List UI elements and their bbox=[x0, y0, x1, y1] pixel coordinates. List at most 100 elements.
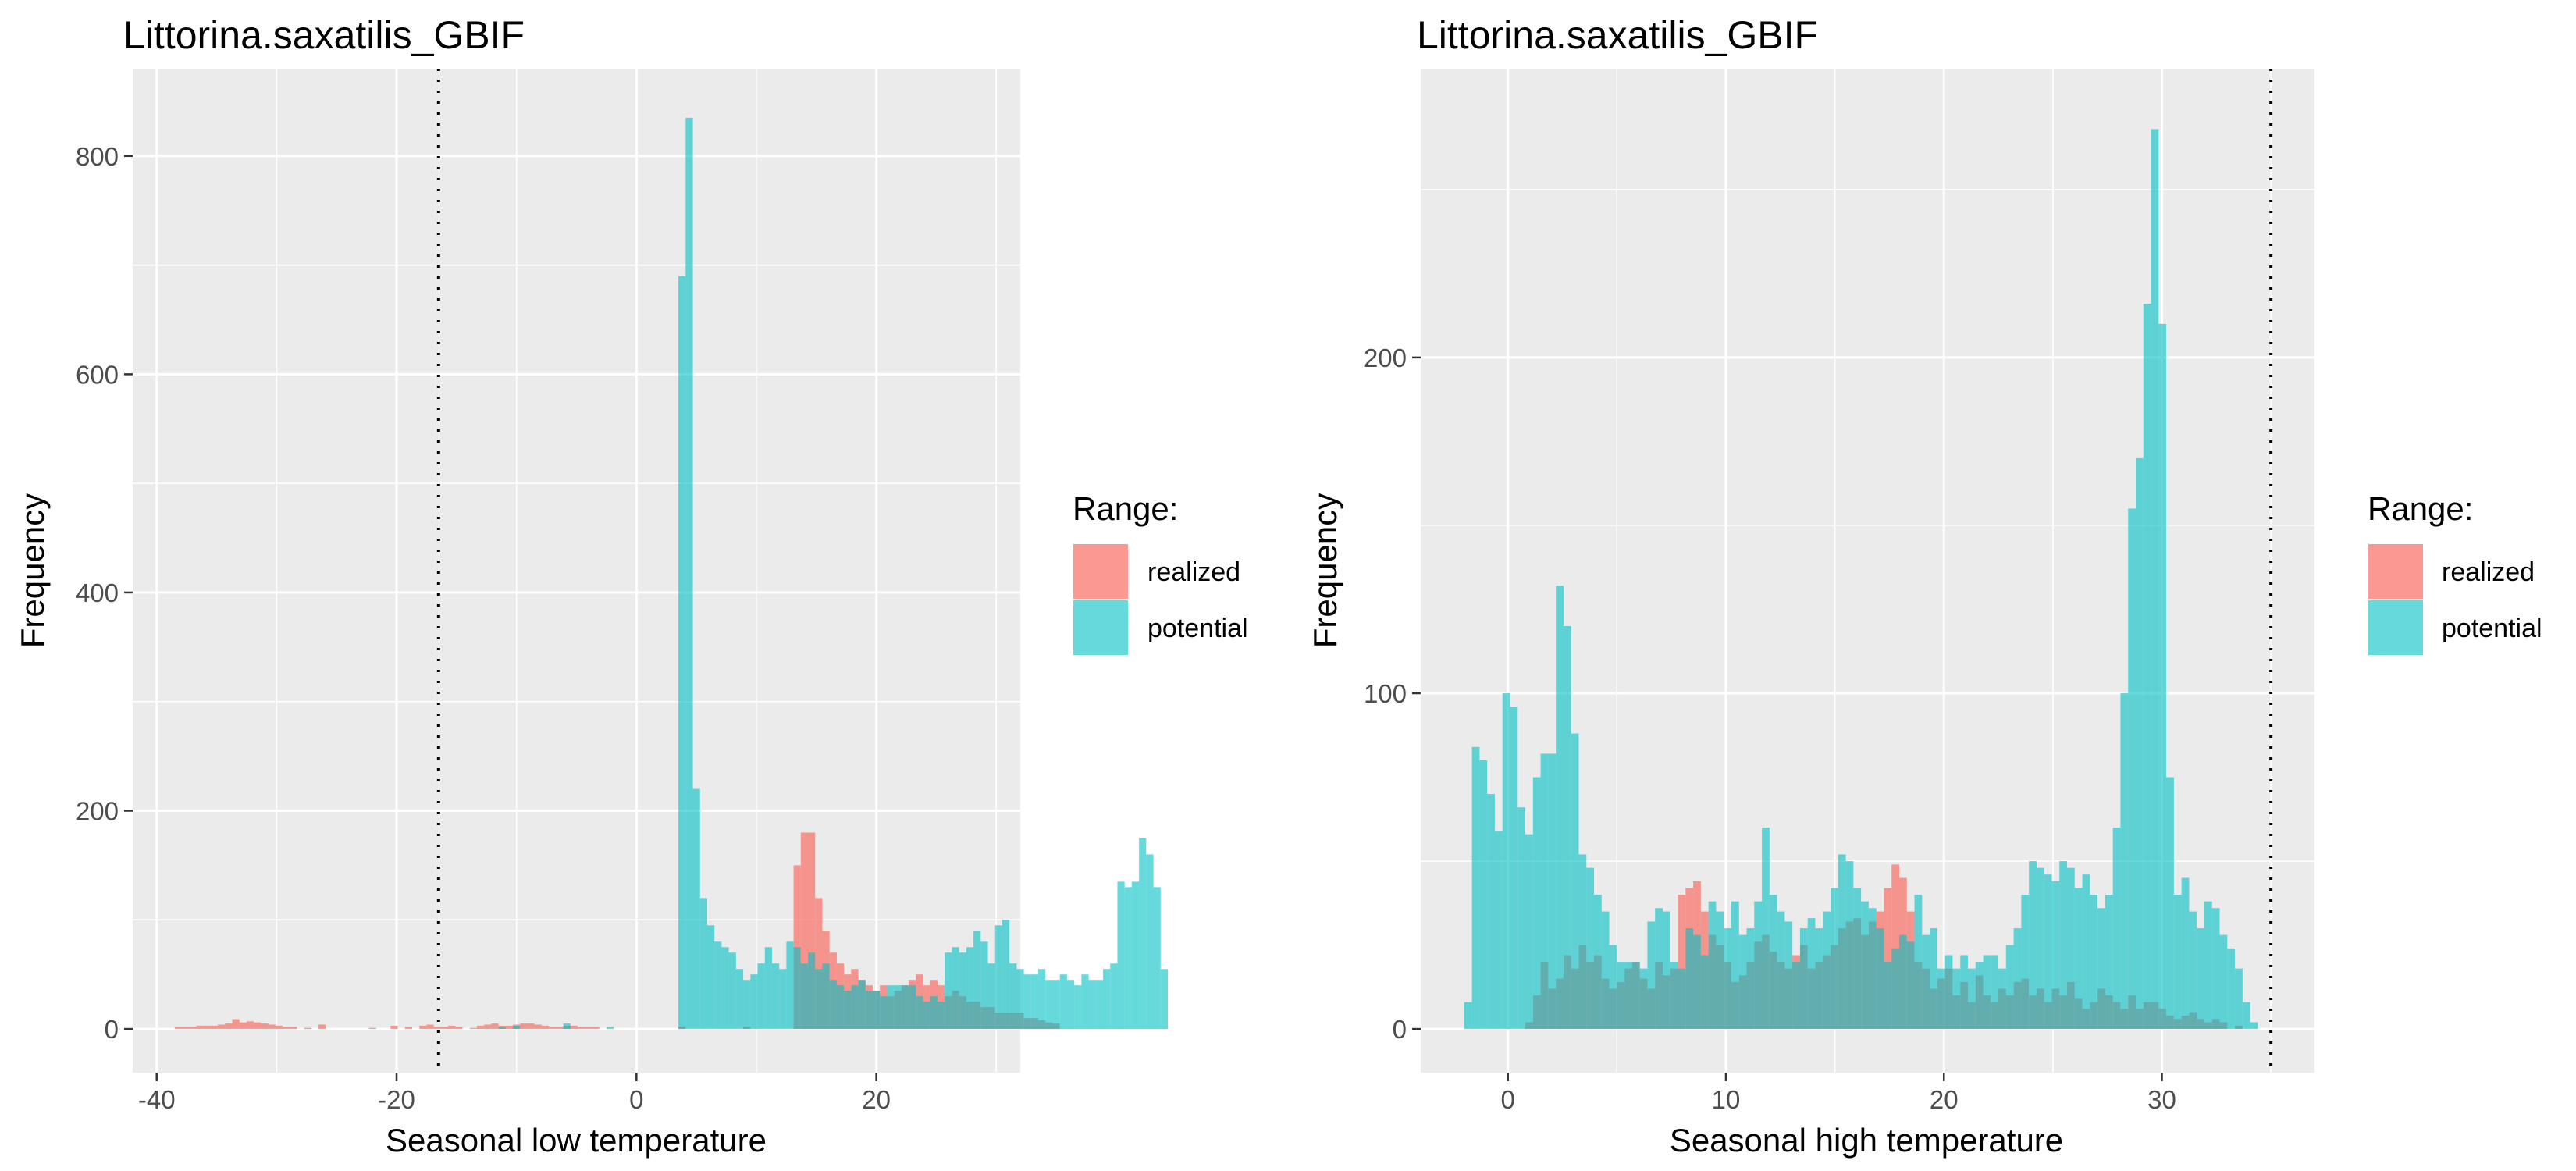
histogram-bar-potential bbox=[750, 974, 758, 1030]
histogram-bar-potential bbox=[793, 947, 801, 1030]
histogram-bar-realized bbox=[1678, 895, 1686, 1030]
histogram-bar-potential bbox=[771, 963, 780, 1030]
x-tick-label: 10 bbox=[1712, 1085, 1741, 1114]
histogram-bar-potential bbox=[1088, 980, 1096, 1030]
histogram-bar-potential bbox=[563, 1023, 571, 1030]
histogram-bar-potential bbox=[1494, 831, 1503, 1030]
histogram-bar-potential bbox=[1823, 911, 1831, 1030]
histogram-bar-realized bbox=[290, 1027, 297, 1030]
histogram-bar-potential bbox=[1124, 887, 1132, 1030]
histogram-bar-potential bbox=[2197, 928, 2204, 1030]
left-x-axis-title: Seasonal low temperature bbox=[386, 1122, 767, 1159]
histogram-bar-potential bbox=[2013, 928, 2022, 1030]
histogram-bar-potential bbox=[1861, 901, 1869, 1030]
histogram-bar-potential bbox=[1059, 974, 1067, 1030]
histogram-bar-potential bbox=[1815, 928, 1823, 1030]
histogram-bar-potential bbox=[743, 980, 751, 1030]
histogram-bar-potential bbox=[2005, 945, 2014, 1030]
histogram-bar-realized bbox=[520, 1023, 528, 1030]
histogram-bar-realized bbox=[800, 832, 809, 1030]
histogram-bar-potential bbox=[1487, 794, 1495, 1030]
y-tick-label: 200 bbox=[1364, 343, 1407, 372]
histogram-bar-realized bbox=[1884, 888, 1892, 1030]
histogram-bar-potential bbox=[1853, 888, 1862, 1030]
histogram-bar-realized bbox=[254, 1022, 262, 1030]
histogram-bar-realized bbox=[283, 1027, 290, 1030]
histogram-bar-potential bbox=[685, 117, 693, 1030]
histogram-bar-potential bbox=[1731, 901, 1739, 1030]
histogram-bar-potential bbox=[1117, 881, 1125, 1030]
left-chart-title: Littorina.saxatilis_GBIF bbox=[123, 13, 525, 57]
histogram-bar-realized bbox=[549, 1027, 557, 1030]
histogram-bar-potential bbox=[1502, 692, 1510, 1030]
histogram-bar-realized bbox=[203, 1025, 211, 1030]
histogram-bar-potential bbox=[1952, 968, 1961, 1030]
y-tick-label: 800 bbox=[76, 142, 119, 171]
histogram-bar-realized bbox=[196, 1025, 204, 1030]
histogram-bar-potential bbox=[1479, 760, 1488, 1030]
histogram-bar-potential bbox=[1838, 854, 1846, 1030]
histogram-bar-potential bbox=[2036, 867, 2044, 1030]
histogram-bar-potential bbox=[987, 963, 995, 1030]
histogram-bar-potential bbox=[1930, 928, 1937, 1030]
histogram-bar-potential bbox=[2105, 895, 2113, 1030]
histogram-bar-realized bbox=[484, 1024, 492, 1030]
histogram-bar-potential bbox=[757, 963, 765, 1030]
histogram-bar-potential bbox=[714, 941, 722, 1030]
left-y-axis-title: Frequency bbox=[14, 493, 51, 648]
histogram-bar-potential bbox=[1601, 911, 1610, 1030]
histogram-bar-potential bbox=[1983, 955, 1991, 1030]
y-tick-label: 100 bbox=[1364, 679, 1407, 708]
histogram-bar-potential bbox=[1784, 921, 1793, 1030]
histogram-bar-potential bbox=[735, 969, 744, 1030]
histogram-bar-potential bbox=[1153, 887, 1161, 1030]
histogram-bar-potential bbox=[1891, 948, 1899, 1030]
histogram-bar-realized bbox=[433, 1027, 441, 1030]
histogram-bar-potential bbox=[1131, 881, 1140, 1030]
left-plot-background bbox=[133, 69, 1020, 1073]
histogram-bar-potential bbox=[2051, 881, 2060, 1030]
histogram-bar-realized bbox=[246, 1021, 254, 1030]
right-legend-title: Range: bbox=[2368, 490, 2473, 527]
histogram-bar-realized bbox=[527, 1023, 535, 1030]
histogram-bar-potential bbox=[1922, 934, 1930, 1030]
histogram-bar-realized bbox=[189, 1027, 197, 1030]
histogram-bar-realized bbox=[426, 1024, 434, 1030]
histogram-bar-potential bbox=[513, 1025, 521, 1030]
histogram-bar-potential bbox=[1884, 962, 1892, 1030]
histogram-bar-potential bbox=[808, 952, 816, 1030]
histogram-bar-potential bbox=[678, 276, 686, 1030]
histogram-bar-potential bbox=[973, 931, 981, 1030]
histogram-bar-realized bbox=[261, 1023, 269, 1030]
left-histogram-panel: Littorina.saxatilis_GBIF -40 -20 0 20 0 200 4… bbox=[14, 13, 1248, 1159]
histogram-bar-potential bbox=[2021, 895, 2030, 1030]
histogram-bar-realized bbox=[592, 1027, 600, 1030]
histogram-bar-potential bbox=[844, 991, 852, 1030]
histogram-bar-potential bbox=[1914, 895, 1923, 1030]
histogram-bar-potential bbox=[1103, 969, 1111, 1030]
histogram-bar-potential bbox=[1074, 985, 1082, 1030]
histogram-bar-realized bbox=[368, 1027, 376, 1030]
histogram-bar-potential bbox=[994, 925, 1002, 1030]
left-legend-key-potential bbox=[1073, 600, 1128, 655]
histogram-bar-potential bbox=[2044, 874, 2052, 1030]
histogram-bar-realized bbox=[541, 1025, 550, 1030]
histogram-bar-potential bbox=[1693, 934, 1701, 1030]
histogram-bar-potential bbox=[2189, 911, 2197, 1030]
histogram-bar-potential bbox=[1139, 838, 1147, 1030]
histogram-bar-potential bbox=[1662, 911, 1670, 1030]
histogram-bar-potential bbox=[1647, 921, 1656, 1030]
histogram-bar-potential bbox=[2136, 457, 2144, 1030]
histogram-bar-potential bbox=[2067, 867, 2075, 1030]
histogram-bar-potential bbox=[1548, 753, 1557, 1030]
histogram-bar-potential bbox=[786, 941, 794, 1030]
histogram-bar-realized bbox=[232, 1019, 240, 1030]
histogram-bar-realized bbox=[318, 1024, 326, 1030]
histogram-bar-potential bbox=[1876, 928, 1884, 1030]
histogram-bar-potential bbox=[829, 980, 837, 1030]
left-legend-label-realized: realized bbox=[1147, 557, 1240, 587]
histogram-bar-potential bbox=[2097, 908, 2105, 1030]
x-tick-label: 30 bbox=[2147, 1085, 2176, 1114]
histogram-bar-potential bbox=[1510, 707, 1518, 1030]
histogram-bar-potential bbox=[1146, 854, 1154, 1030]
